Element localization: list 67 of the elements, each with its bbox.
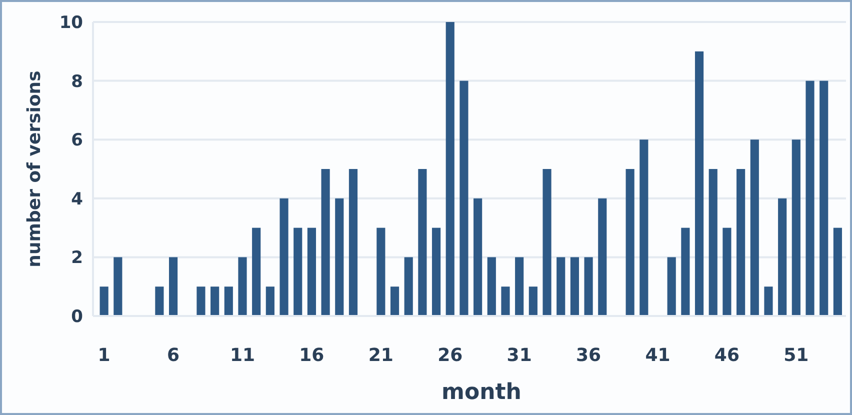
bar bbox=[806, 80, 814, 316]
bar bbox=[376, 228, 386, 316]
bar bbox=[694, 51, 704, 316]
bar bbox=[335, 198, 344, 316]
bar bbox=[460, 80, 468, 316]
x-tick-label: 6 bbox=[167, 345, 180, 366]
bar bbox=[708, 169, 718, 316]
bar bbox=[626, 169, 634, 316]
bar bbox=[556, 257, 566, 316]
bar bbox=[196, 286, 206, 316]
bar bbox=[307, 228, 316, 316]
bar bbox=[238, 257, 247, 316]
bar bbox=[640, 140, 648, 316]
bar bbox=[722, 228, 732, 316]
bar bbox=[515, 257, 524, 316]
bar bbox=[418, 169, 427, 316]
bar bbox=[542, 169, 552, 316]
bar bbox=[432, 228, 441, 316]
bar bbox=[584, 257, 593, 316]
bar bbox=[474, 198, 482, 316]
bar bbox=[833, 228, 842, 316]
bar bbox=[266, 286, 274, 316]
bar bbox=[528, 286, 538, 316]
bar bbox=[404, 257, 413, 316]
bar bbox=[210, 286, 220, 316]
y-tick-label: 0 bbox=[71, 306, 84, 327]
bar bbox=[224, 286, 233, 316]
bar bbox=[168, 257, 178, 316]
bar bbox=[100, 286, 108, 316]
bar bbox=[501, 286, 510, 316]
x-tick-label: 36 bbox=[576, 345, 602, 366]
bar bbox=[750, 140, 759, 316]
bar bbox=[667, 257, 676, 316]
x-tick-label: 1 bbox=[98, 345, 110, 366]
bar bbox=[252, 228, 261, 316]
x-tick-label: 31 bbox=[506, 345, 532, 366]
y-tick-label: 2 bbox=[71, 248, 83, 268]
bar bbox=[155, 286, 164, 316]
bar bbox=[792, 140, 800, 316]
bar bbox=[390, 286, 400, 316]
y-tick-label: 10 bbox=[59, 12, 84, 33]
x-tick-label: 21 bbox=[368, 345, 394, 366]
bar bbox=[820, 80, 828, 316]
bar bbox=[570, 257, 579, 316]
x-tick-label: 46 bbox=[714, 345, 740, 366]
y-tick-label: 8 bbox=[71, 72, 83, 92]
x-axis-title: month bbox=[442, 380, 522, 405]
bar bbox=[321, 169, 330, 316]
bar bbox=[280, 198, 288, 316]
bar bbox=[736, 169, 746, 316]
y-tick-label: 6 bbox=[71, 130, 83, 151]
x-tick-label: 11 bbox=[230, 345, 256, 366]
bar bbox=[294, 228, 302, 316]
bar bbox=[681, 228, 690, 316]
bar bbox=[446, 22, 454, 316]
y-tick-label: 4 bbox=[71, 189, 84, 210]
bar bbox=[778, 198, 787, 316]
y-axis-title: number of versions bbox=[24, 70, 45, 268]
x-tick-label: 41 bbox=[645, 345, 670, 366]
bar bbox=[487, 257, 496, 316]
x-tick-label: 26 bbox=[438, 345, 463, 366]
bar bbox=[764, 286, 773, 316]
bar bbox=[348, 169, 358, 316]
bar bbox=[598, 198, 607, 316]
x-tick-label: 16 bbox=[299, 345, 324, 366]
x-tick-label: 51 bbox=[784, 345, 809, 366]
bar bbox=[114, 257, 122, 316]
